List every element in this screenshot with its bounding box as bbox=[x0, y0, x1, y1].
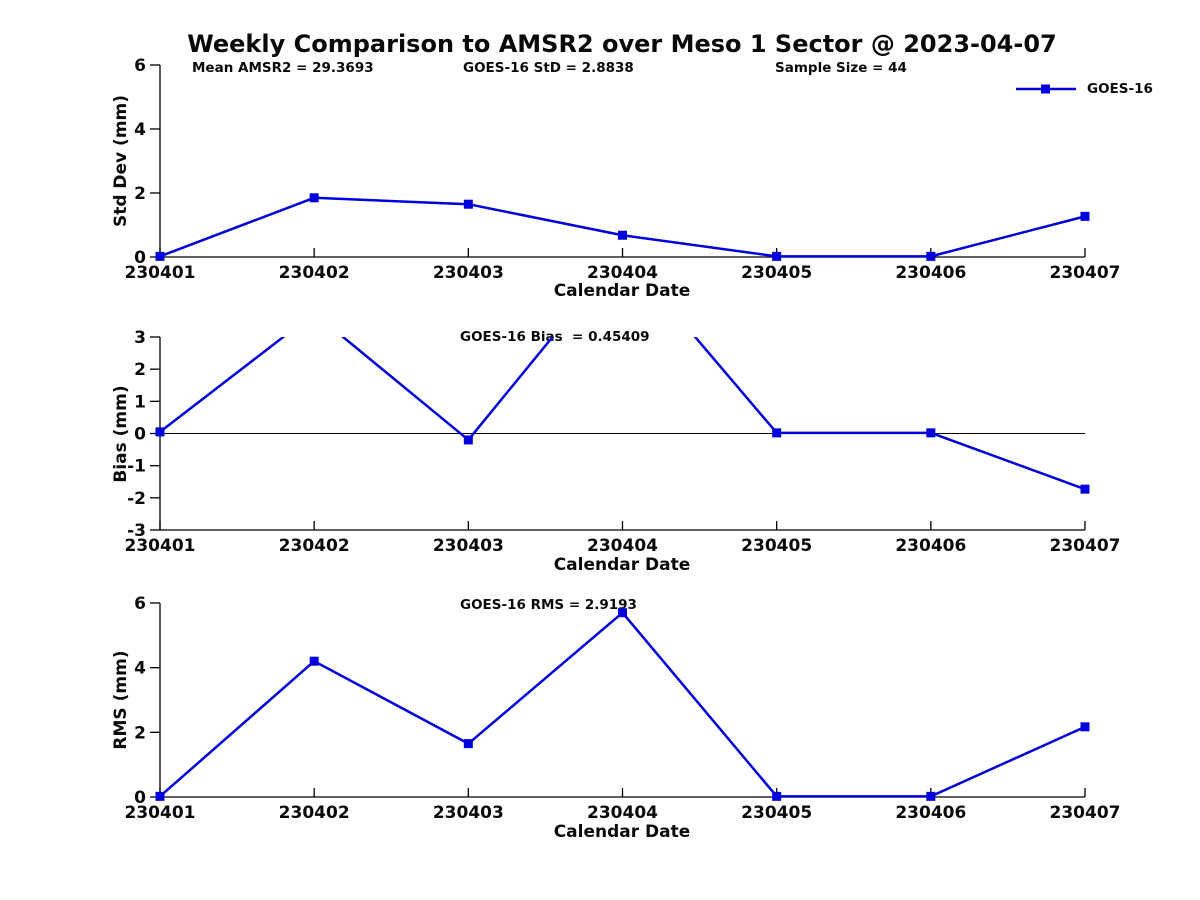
legend: GOES-16 bbox=[1014, 81, 1153, 97]
svg-text:230407: 230407 bbox=[1050, 263, 1121, 283]
stat-sample-size: Sample Size = 44 bbox=[775, 60, 907, 76]
bias-marker bbox=[463, 435, 473, 445]
stat-goes16-bias: GOES-16 Bias = 0.45409 bbox=[460, 329, 650, 345]
stddev-marker bbox=[463, 199, 473, 209]
svg-text:230402: 230402 bbox=[279, 536, 350, 556]
bias-y-tick-labels: 3 2 1 0 -1 -2 -3 bbox=[127, 328, 146, 541]
svg-text:3: 3 bbox=[134, 328, 146, 348]
svg-text:4: 4 bbox=[134, 120, 146, 140]
svg-text:-1: -1 bbox=[127, 457, 146, 477]
svg-text:230401: 230401 bbox=[125, 536, 196, 556]
figure-title: Weekly Comparison to AMSR2 over Meso 1 S… bbox=[187, 30, 1057, 58]
bias-x-tick-labels: 230401 230402 230403 230404 230405 230406 2304… bbox=[125, 536, 1121, 556]
svg-text:2: 2 bbox=[134, 184, 146, 204]
stddev-x-axis-label: Calendar Date bbox=[553, 281, 691, 301]
svg-text:230405: 230405 bbox=[741, 263, 812, 283]
svg-text:230406: 230406 bbox=[895, 263, 966, 283]
rms-marker bbox=[1080, 722, 1090, 732]
svg-text:230405: 230405 bbox=[741, 803, 812, 823]
svg-text:0: 0 bbox=[134, 788, 146, 808]
svg-text:2: 2 bbox=[134, 360, 146, 380]
rms-axes bbox=[150, 602, 1086, 798]
stddev-marker bbox=[155, 251, 165, 261]
stddev-marker bbox=[1080, 211, 1090, 221]
legend-label: GOES-16 bbox=[1087, 81, 1153, 97]
stddev-marker bbox=[926, 251, 936, 261]
rms-marker bbox=[618, 608, 627, 618]
svg-text:230401: 230401 bbox=[125, 263, 196, 283]
svg-text:230403: 230403 bbox=[433, 536, 504, 556]
svg-text:230407: 230407 bbox=[1050, 803, 1121, 823]
legend-line-marker-icon bbox=[1016, 84, 1076, 94]
svg-text:-2: -2 bbox=[127, 489, 146, 509]
svg-text:1: 1 bbox=[134, 392, 146, 412]
bias-marker bbox=[155, 427, 165, 437]
rms-y-tick-labels: 0 2 4 6 bbox=[134, 594, 146, 808]
svg-text:6: 6 bbox=[134, 56, 146, 76]
svg-text:230404: 230404 bbox=[587, 803, 658, 823]
rms-marker bbox=[926, 791, 936, 801]
svg-text:230404: 230404 bbox=[587, 536, 658, 556]
stddev-y-tick-labels: 0 2 4 6 bbox=[134, 56, 146, 268]
svg-text:230402: 230402 bbox=[279, 803, 350, 823]
svg-text:230403: 230403 bbox=[433, 803, 504, 823]
stat-goes16-std: GOES-16 StD = 2.8838 bbox=[463, 60, 634, 76]
svg-text:230401: 230401 bbox=[125, 803, 196, 823]
rms-marker bbox=[772, 791, 782, 801]
rms-x-axis-label: Calendar Date bbox=[553, 822, 691, 842]
svg-text:4: 4 bbox=[134, 659, 146, 679]
svg-text:230406: 230406 bbox=[895, 803, 966, 823]
stddev-axes bbox=[150, 64, 1086, 258]
bias-marker bbox=[772, 428, 782, 438]
bias-x-axis-label: Calendar Date bbox=[553, 555, 691, 575]
svg-text:2: 2 bbox=[134, 723, 146, 743]
svg-text:230407: 230407 bbox=[1050, 536, 1121, 556]
stat-mean-amsr2: Mean AMSR2 = 29.3693 bbox=[192, 60, 374, 76]
svg-text:230402: 230402 bbox=[279, 263, 350, 283]
svg-text:-3: -3 bbox=[127, 521, 146, 541]
rms-series-GOES-16 bbox=[155, 608, 1090, 801]
rms-marker bbox=[155, 791, 165, 801]
rms-marker bbox=[463, 739, 473, 749]
rms-marker bbox=[309, 656, 319, 666]
svg-text:230404: 230404 bbox=[587, 263, 658, 283]
svg-text:230406: 230406 bbox=[895, 536, 966, 556]
rms-x-tick-labels: 230401 230402 230403 230404 230405 230406 2304… bbox=[125, 803, 1121, 823]
stddev-marker bbox=[309, 193, 319, 203]
svg-text:6: 6 bbox=[134, 594, 146, 614]
stddev-x-tick-labels: 230401 230402 230403 230404 230405 230406 2304… bbox=[125, 263, 1121, 283]
bias-marker bbox=[926, 428, 936, 438]
svg-text:0: 0 bbox=[134, 425, 146, 445]
svg-text:0: 0 bbox=[134, 248, 146, 268]
svg-text:230403: 230403 bbox=[433, 263, 504, 283]
stddev-marker bbox=[772, 251, 782, 261]
bias-marker bbox=[310, 309, 319, 318]
svg-text:230405: 230405 bbox=[741, 536, 812, 556]
stddev-series-GOES-16 bbox=[155, 193, 1090, 261]
stddev-marker bbox=[618, 230, 627, 240]
bias-marker bbox=[1080, 484, 1090, 494]
bias-series-GOES-16 bbox=[155, 309, 1090, 494]
